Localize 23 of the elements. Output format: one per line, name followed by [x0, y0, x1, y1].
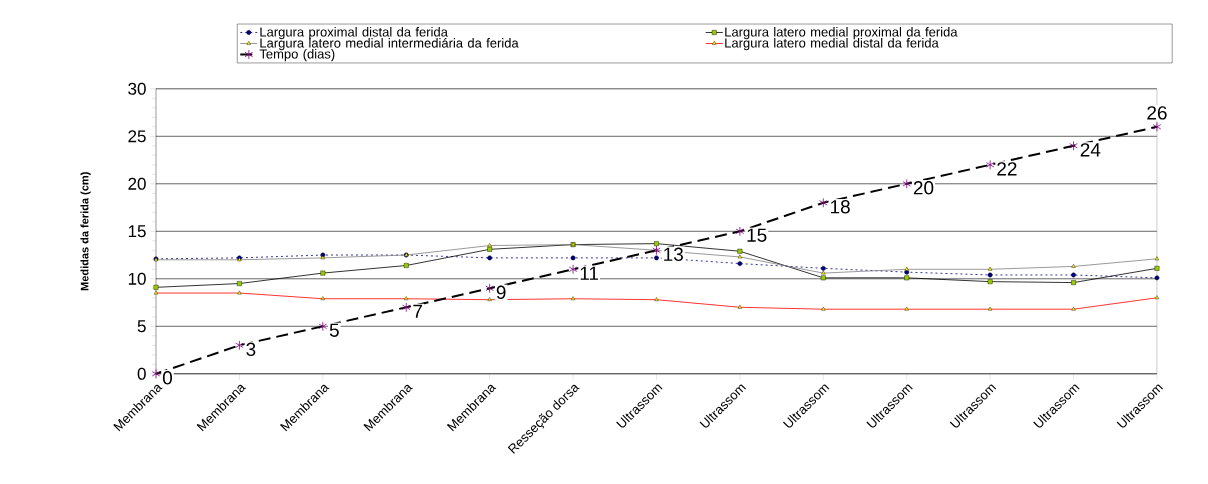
y-tick-label: 0 [137, 367, 146, 380]
data-label: 7 [413, 304, 423, 318]
data-label: 11 [580, 266, 599, 280]
y-tick-label: 10 [128, 272, 146, 285]
data-label: 0 [162, 371, 173, 385]
legend-label: Largura latero medial distal da ferida [725, 38, 939, 51]
y-tick-label: 15 [128, 225, 146, 238]
y-tick-label: 25 [128, 130, 146, 143]
data-label: 24 [1080, 143, 1101, 157]
data-label: 20 [913, 181, 934, 195]
y-tick-label: 20 [128, 177, 146, 190]
data-label: 13 [664, 247, 683, 262]
data-label: 9 [496, 285, 506, 300]
y-tick-label: 5 [137, 320, 146, 333]
data-label: 18 [830, 200, 850, 214]
data-label: 22 [997, 162, 1017, 176]
y-axis-title: Medidas da ferida (cm) [80, 172, 91, 291]
data-label: 5 [329, 323, 339, 337]
data-label: 26 [1147, 106, 1167, 120]
data-label: 3 [246, 342, 256, 357]
legend-label: Tempo (dias) [259, 49, 335, 62]
data-label: 15 [747, 228, 767, 242]
y-tick-label: 30 [128, 82, 146, 95]
